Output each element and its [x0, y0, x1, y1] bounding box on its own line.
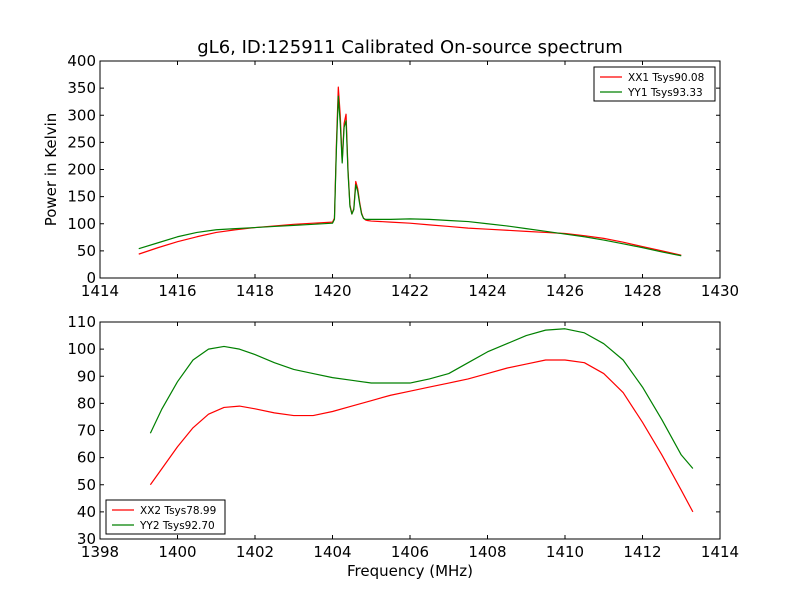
- y-tick-label: 0: [86, 269, 96, 287]
- x-tick-label: 1404: [313, 543, 351, 561]
- y-tick-label: 350: [67, 79, 96, 97]
- legend: XX1 Tsys90.08 YY1 Tsys93.33: [593, 66, 716, 102]
- x-tick-label: 1398: [81, 543, 119, 561]
- x-tick-label: 1422: [391, 282, 429, 300]
- y-tick-label: 60: [77, 449, 96, 467]
- y-tick-label: 200: [67, 161, 96, 179]
- series-line-2-1: [149, 359, 694, 513]
- y-tick-label: 100: [67, 340, 96, 358]
- y-tick-label: 30: [77, 530, 96, 548]
- y-tick-label: 40: [77, 503, 96, 521]
- legend-box: [593, 66, 716, 102]
- figure-title: gL6, ID:125911 Calibrated On-source spec…: [197, 37, 623, 58]
- y-tick-label: 300: [67, 106, 96, 124]
- x-tick-label: 1420: [313, 282, 351, 300]
- x-tick-label: 1430: [701, 282, 739, 300]
- x-tick-label: 1414: [701, 543, 739, 561]
- legend-entry: YY1 Tsys93.33: [627, 87, 703, 99]
- y-tick-label: 250: [67, 133, 96, 151]
- y-tick-label: 70: [77, 422, 96, 440]
- legend-box: [105, 499, 226, 535]
- x-tick-label: 1426: [546, 282, 584, 300]
- y-axis-label: Power in Kelvin: [42, 113, 60, 227]
- y-tick-label: 400: [67, 52, 96, 70]
- x-axis-label: Frequency (MHz): [347, 562, 473, 580]
- x-tick-label: 1400: [158, 543, 196, 561]
- x-tick-label: 1412: [623, 543, 661, 561]
- x-tick-label: 1428: [623, 282, 661, 300]
- x-tick-label: 1424: [468, 282, 506, 300]
- y-tick-label: 50: [77, 242, 96, 260]
- legend: XX2 Tsys78.99 YY2 Tsys92.70: [105, 499, 226, 535]
- y-tick-label: 150: [67, 188, 96, 206]
- x-tick-label: 1418: [236, 282, 274, 300]
- legend-entry: YY2 Tsys92.70: [139, 520, 215, 532]
- x-tick-label: 1406: [391, 543, 429, 561]
- x-tick-label: 1402: [236, 543, 274, 561]
- y-tick-label: 100: [67, 215, 96, 233]
- bottom-plot: 1398 1400 1402 1404 1406 1408 1410 1412 1414 30 40…: [67, 313, 739, 580]
- y-tick-label: 50: [77, 476, 96, 494]
- x-tick-label: 1410: [546, 543, 584, 561]
- series-line-1-1: [138, 86, 682, 256]
- y-tick-label: 80: [77, 394, 96, 412]
- series-line-1-2: [138, 95, 682, 257]
- x-tick-label: 1416: [158, 282, 196, 300]
- y-tick-label: 90: [77, 367, 96, 385]
- legend-entry: XX1 Tsys90.08: [628, 72, 704, 84]
- y-tick-label: 110: [67, 313, 96, 331]
- top-plot: 1414 1416 1418 1420 1422 1424 1426 1428 1430 0 50 1…: [42, 52, 739, 300]
- series-line-2-2: [149, 328, 694, 469]
- x-tick-label: 1414: [81, 282, 119, 300]
- x-tick-label: 1408: [468, 543, 506, 561]
- legend-entry: XX2 Tsys78.99: [140, 505, 216, 517]
